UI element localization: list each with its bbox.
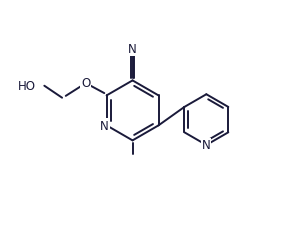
Text: N: N [128, 43, 137, 56]
Text: N: N [202, 139, 211, 152]
Text: HO: HO [18, 80, 36, 93]
Text: O: O [81, 77, 91, 90]
Text: N: N [100, 119, 109, 132]
